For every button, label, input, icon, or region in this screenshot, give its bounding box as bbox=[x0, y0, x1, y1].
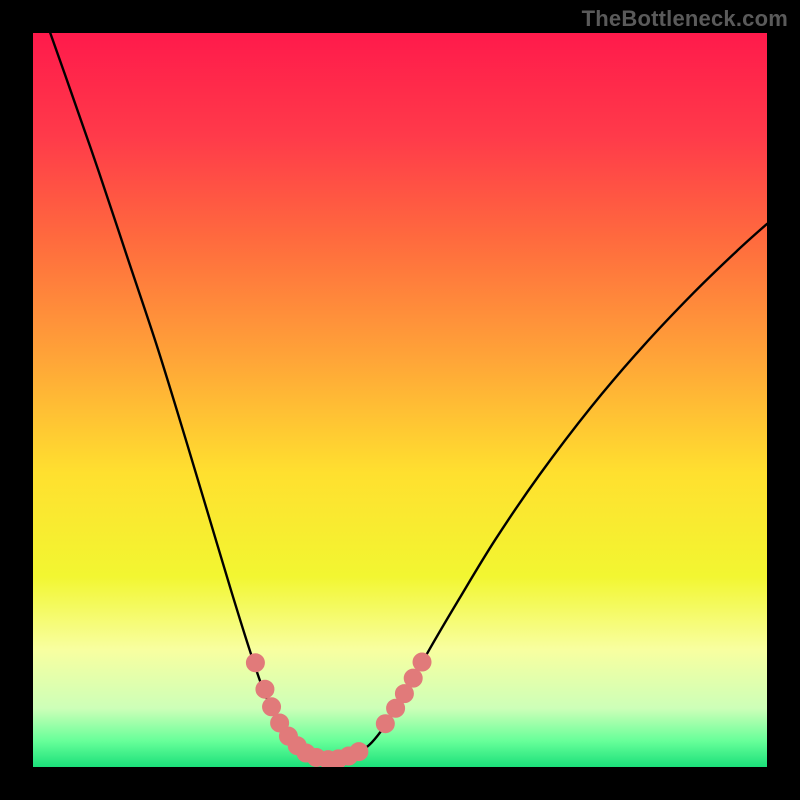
curve-marker bbox=[256, 680, 274, 698]
curve-marker bbox=[246, 654, 264, 672]
watermark-text: TheBottleneck.com bbox=[582, 6, 788, 32]
curve-marker bbox=[263, 698, 281, 716]
curve-marker bbox=[350, 743, 368, 761]
curve-marker bbox=[376, 715, 394, 733]
bottleneck-curve-chart bbox=[33, 33, 767, 767]
chart-plot-area bbox=[33, 33, 767, 767]
curve-line bbox=[48, 33, 767, 760]
curve-marker bbox=[404, 669, 422, 687]
curve-marker bbox=[413, 653, 431, 671]
